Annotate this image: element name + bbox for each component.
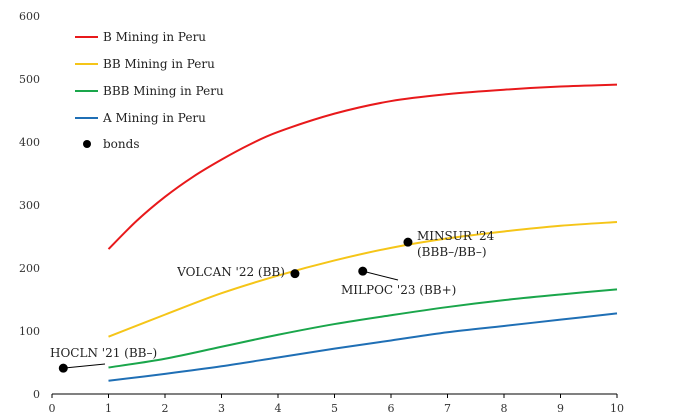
legend-label: B Mining in Peru: [103, 30, 206, 44]
x-tick-label: 9: [557, 402, 564, 415]
y-tick-label: 400: [19, 136, 40, 149]
legend-item-bonds: bonds: [83, 137, 139, 151]
x-tick-label: 7: [444, 402, 451, 415]
bond-point-hocln: [58, 363, 68, 373]
y-tick-label: 500: [19, 73, 40, 86]
legend-item-bbb: BBB Mining in Peru: [75, 84, 224, 98]
y-tick-label: 0: [33, 388, 40, 401]
legend-label: A Mining in Peru: [102, 111, 206, 125]
x-tick-label: 5: [331, 402, 338, 415]
legend: B Mining in Peru BB Mining in Peru BBB Min…: [75, 30, 224, 151]
y-tick-label: 600: [19, 10, 40, 23]
bond-point-minsur: [403, 237, 413, 247]
legend-label: BBB Mining in Peru: [103, 84, 224, 98]
x-tick-label: 4: [275, 402, 282, 415]
legend-item-b: B Mining in Peru: [75, 30, 206, 44]
b-rating-line: [107, 83, 618, 250]
bbb-rating-line: [108, 288, 618, 369]
annotation-leader-line: [63, 363, 106, 369]
legend-item-a: A Mining in Peru: [75, 111, 206, 125]
x-tick-label: 2: [162, 402, 169, 415]
bond-point-milpoc: [358, 266, 368, 276]
bond-point-volcan: [290, 269, 300, 279]
bond-label-milpoc: MILPOC '23 (BB+): [341, 283, 456, 297]
series-layer: [107, 83, 618, 382]
bond-label-volcan: VOLCAN '22 (BB): [176, 265, 285, 279]
legend-label: BB Mining in Peru: [103, 57, 215, 71]
annotation-leader-line: [362, 270, 399, 281]
y-tick-label: 300: [19, 199, 40, 212]
x-tick-label: 6: [388, 402, 395, 415]
bond-label-hocln: HOCLN '21 (BB–): [50, 346, 157, 360]
bb-rating-line: [108, 221, 618, 338]
legend-bond-marker: [83, 140, 91, 148]
legend-item-bb: BB Mining in Peru: [75, 57, 215, 71]
bond-points-layer: HOCLN '21 (BB–) VOLCAN '22 (BB) MILPOC '23…: [50, 229, 495, 373]
legend-label: bonds: [103, 137, 139, 151]
a-rating-line: [108, 312, 618, 382]
x-tick-label: 8: [501, 402, 508, 415]
y-tick-label: 100: [19, 325, 40, 338]
bond-label-minsur-line2: (BBB–/BB–): [417, 245, 487, 259]
x-tick-label: 10: [610, 402, 624, 415]
x-tick-label: 3: [218, 402, 225, 415]
y-tick-label: 200: [19, 262, 40, 275]
x-tick-label: 1: [105, 402, 112, 415]
x-tick-label: 0: [49, 402, 56, 415]
bond-label-minsur-line1: MINSUR '24: [417, 229, 495, 243]
